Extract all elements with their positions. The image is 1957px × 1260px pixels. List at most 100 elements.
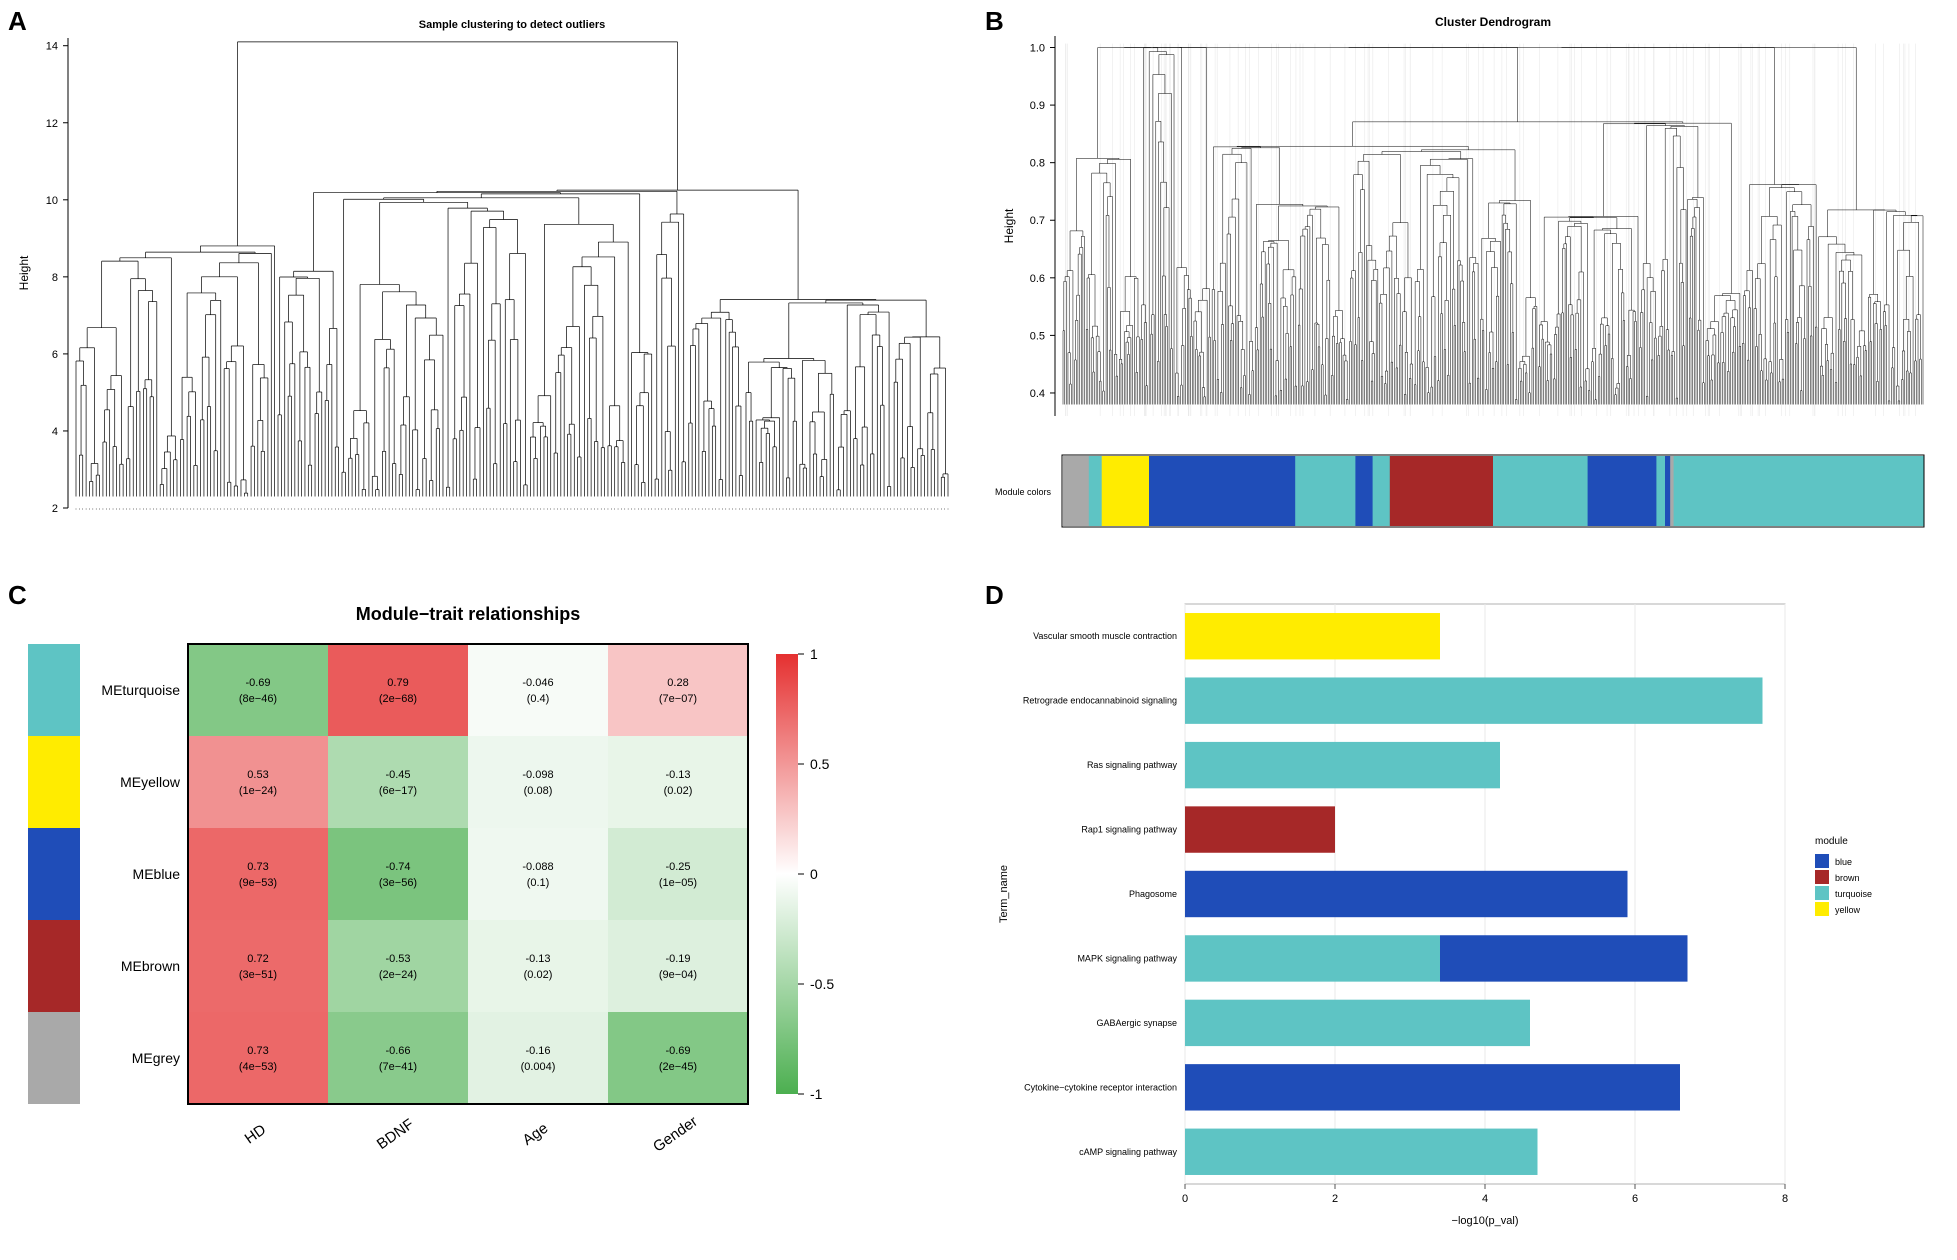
svg-text:Gender: Gender (650, 1113, 701, 1156)
svg-text:−log10(p_val): −log10(p_val) (1452, 1215, 1519, 1227)
svg-text:2: 2 (52, 503, 58, 515)
svg-text:8: 8 (52, 272, 58, 284)
svg-text:-0.19: -0.19 (665, 953, 690, 965)
dendrogram-b: Cluster Dendrogram 0.4 0.5 0.6 0.7 0.8 0.9 1.0 H… (985, 8, 1945, 563)
svg-text:Ras signaling pathway: Ras signaling pathway (1087, 760, 1178, 770)
svg-text:(0.02): (0.02) (664, 785, 693, 797)
panel-c: C Module−trait relationshipsMEturquoiseM… (8, 582, 968, 1242)
svg-text:(2e−24): (2e−24) (379, 969, 417, 981)
svg-text:-0.088: -0.088 (522, 861, 553, 873)
svg-text:(2e−68): (2e−68) (379, 693, 417, 705)
svg-text:0.4: 0.4 (1030, 388, 1045, 400)
svg-text:0.5: 0.5 (1030, 330, 1045, 342)
svg-text:(7e−07): (7e−07) (659, 693, 697, 705)
svg-text:HD: HD (242, 1121, 270, 1147)
panel-b: B Cluster Dendrogram 0.4 0.5 0.6 0.7 0.8 0.9 1.… (985, 8, 1945, 563)
svg-text:MEgrey: MEgrey (132, 1050, 180, 1066)
svg-text:1.0: 1.0 (1030, 43, 1045, 55)
svg-text:12: 12 (46, 118, 58, 130)
svg-text:Phagosome: Phagosome (1129, 889, 1177, 899)
svg-text:0.8: 0.8 (1030, 158, 1045, 170)
svg-text:-0.046: -0.046 (522, 677, 553, 689)
svg-text:-1: -1 (810, 1086, 823, 1102)
svg-text:4: 4 (1482, 1193, 1488, 1205)
svg-text:Sample clustering to detect ou: Sample clustering to detect outliers (419, 19, 605, 31)
svg-text:module: module (1815, 836, 1848, 847)
svg-text:(0.02): (0.02) (524, 969, 553, 981)
svg-text:0: 0 (810, 866, 818, 882)
svg-text:-0.25: -0.25 (665, 861, 690, 873)
panel-label-d: D (985, 580, 1004, 611)
svg-text:0: 0 (1182, 1193, 1188, 1205)
svg-text:6: 6 (1632, 1193, 1638, 1205)
svg-text:-0.45: -0.45 (385, 769, 410, 781)
svg-text:0.72: 0.72 (247, 953, 268, 965)
svg-text:Cytokine−cytokine receptor int: Cytokine−cytokine receptor interaction (1024, 1082, 1177, 1092)
svg-text:Cluster Dendrogram: Cluster Dendrogram (1435, 15, 1551, 29)
svg-text:6: 6 (52, 349, 58, 361)
svg-text:0.9: 0.9 (1030, 100, 1045, 112)
svg-text:turquoise: turquoise (1835, 889, 1872, 899)
svg-text:0.28: 0.28 (667, 677, 688, 689)
svg-text:0.73: 0.73 (247, 861, 268, 873)
svg-text:Vascular smooth muscle contrac: Vascular smooth muscle contraction (1033, 631, 1177, 641)
svg-text:MEyellow: MEyellow (120, 774, 181, 790)
svg-text:1: 1 (810, 646, 818, 662)
svg-text:MEturquoise: MEturquoise (101, 682, 180, 698)
panel-label-c: C (8, 580, 27, 611)
svg-text:-0.66: -0.66 (385, 1045, 410, 1057)
svg-text:Height: Height (17, 255, 31, 290)
svg-text:blue: blue (1835, 857, 1852, 867)
svg-text:Module−trait relationships: Module−trait relationships (356, 604, 581, 624)
dendrogram-a: Sample clustering to detect outliers 2 4 6 8… (8, 8, 968, 563)
svg-text:(1e−24): (1e−24) (239, 785, 277, 797)
panel-label-b: B (985, 6, 1004, 37)
barchart-d: 02468−log10(p_val)Term_nameVascular smoo… (985, 582, 1945, 1242)
svg-text:-0.13: -0.13 (665, 769, 690, 781)
svg-text:(1e−05): (1e−05) (659, 877, 697, 889)
svg-text:cAMP signaling pathway: cAMP signaling pathway (1079, 1147, 1177, 1157)
svg-text:0.53: 0.53 (247, 769, 268, 781)
panel-a: A Sample clustering to detect outliers 2 4… (8, 8, 968, 563)
panel-d: D 02468−log10(p_val)Term_nameVascular sm… (985, 582, 1945, 1242)
svg-text:(9e−04): (9e−04) (659, 969, 697, 981)
svg-text:(6e−17): (6e−17) (379, 785, 417, 797)
svg-text:(0.4): (0.4) (527, 693, 550, 705)
svg-text:(4e−53): (4e−53) (239, 1061, 277, 1073)
heatmap-c: Module−trait relationships MEturquoise MEy… (8, 582, 968, 1242)
svg-text:-0.16: -0.16 (525, 1045, 550, 1057)
svg-text:MEbrown: MEbrown (121, 958, 180, 974)
svg-text:4: 4 (52, 426, 58, 438)
svg-text:(3e−51): (3e−51) (239, 969, 277, 981)
svg-text:(7e−41): (7e−41) (379, 1061, 417, 1073)
svg-text:0.79: 0.79 (387, 677, 408, 689)
svg-text:-0.69: -0.69 (245, 677, 270, 689)
svg-text:-0.53: -0.53 (385, 953, 410, 965)
svg-text:0.6: 0.6 (1030, 273, 1045, 285)
svg-text:-0.13: -0.13 (525, 953, 550, 965)
svg-text:Rap1 signaling pathway: Rap1 signaling pathway (1081, 825, 1177, 835)
svg-text:-0.5: -0.5 (810, 976, 834, 992)
panel-label-a: A (8, 6, 27, 37)
svg-text:0.73: 0.73 (247, 1045, 268, 1057)
svg-text:2: 2 (1332, 1193, 1338, 1205)
svg-text:(0.1): (0.1) (527, 877, 550, 889)
svg-text:(8e−46): (8e−46) (239, 693, 277, 705)
svg-text:(9e−53): (9e−53) (239, 877, 277, 889)
svg-text:Term_name: Term_name (998, 865, 1010, 923)
svg-text:MEblue: MEblue (133, 866, 181, 882)
svg-text:(0.004): (0.004) (521, 1061, 556, 1073)
svg-text:-0.74: -0.74 (385, 861, 410, 873)
svg-text:GABAergic synapse: GABAergic synapse (1096, 1018, 1177, 1028)
svg-text:yellow: yellow (1835, 905, 1861, 915)
svg-text:(0.08): (0.08) (524, 785, 553, 797)
svg-text:14: 14 (46, 41, 58, 53)
svg-text:Retrograde endocannabinoid sig: Retrograde endocannabinoid signaling (1023, 696, 1177, 706)
svg-text:Height: Height (1002, 208, 1016, 243)
svg-text:-0.098: -0.098 (522, 769, 553, 781)
svg-text:-0.69: -0.69 (665, 1045, 690, 1057)
svg-text:0.5: 0.5 (810, 756, 830, 772)
svg-text:0.7: 0.7 (1030, 215, 1045, 227)
svg-text:Module colors: Module colors (995, 487, 1052, 497)
svg-text:10: 10 (46, 195, 58, 207)
